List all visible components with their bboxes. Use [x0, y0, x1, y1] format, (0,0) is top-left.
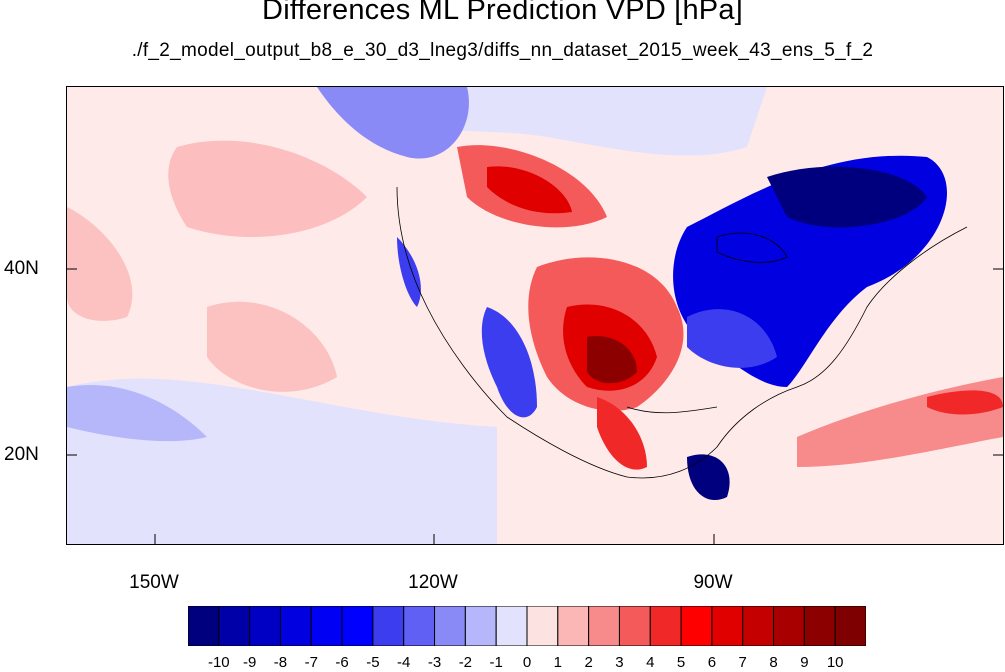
colorbar-swatch — [249, 606, 281, 646]
colorbar-swatch — [372, 606, 405, 646]
colorbar-tick-label: -10 — [207, 654, 230, 671]
colorbar-tick-label: 7 — [738, 654, 747, 671]
colorbar-swatch — [834, 606, 866, 646]
lon-label-150w: 150W — [129, 572, 179, 593]
chart-title: Differences ML Prediction VPD [hPa] — [262, 0, 743, 26]
colorbar-swatch — [403, 606, 436, 646]
canada-blue-north — [317, 87, 469, 159]
axis-ticks — [67, 268, 1003, 544]
colorbar-swatch — [618, 606, 651, 646]
southwest-blue — [481, 307, 537, 418]
gulf-coast — [626, 406, 718, 414]
texas-dark-red — [587, 336, 637, 384]
colorbar-tick-label: 10 — [826, 654, 844, 671]
pacific-pink-west — [67, 207, 133, 321]
colorbar-tick-label: -8 — [273, 654, 288, 671]
colorbar-swatch — [588, 606, 620, 646]
map-svg — [67, 87, 1003, 544]
eastern-us-mid-blue — [687, 309, 777, 368]
lon-label-90w: 90W — [693, 572, 733, 593]
california-blue — [397, 237, 421, 307]
colorbar-tick-label: 8 — [769, 654, 778, 671]
chart-subtitle: ./f_2_model_output_b8_e_30_d3_lneg3/diff… — [131, 40, 874, 61]
canada-red-core — [487, 166, 572, 214]
colorbar-swatch — [803, 606, 836, 646]
colorbar-swatch — [649, 606, 682, 646]
colorbar-swatch — [711, 606, 744, 646]
colorbar-swatch — [434, 606, 466, 646]
lon-label-120w: 120W — [408, 572, 458, 593]
eastern-us-dark-blue — [767, 166, 927, 228]
colorbar-tick-label: 4 — [646, 654, 655, 671]
pacific-pink-north — [168, 140, 367, 237]
colorbar-swatch — [218, 606, 251, 646]
colorbar-swatch — [680, 606, 713, 646]
colorbar-tick-label: 5 — [676, 654, 686, 671]
pacific-pink-mid — [207, 301, 337, 392]
pacific-blue-patch-south — [67, 385, 207, 442]
colorbar-swatch — [310, 606, 343, 646]
colorbar-swatch — [526, 606, 559, 646]
colorbar-tick-label: -3 — [427, 654, 442, 671]
atlantic-strong-red — [927, 390, 1003, 415]
colorbar-tick-label: -5 — [366, 654, 380, 671]
colorbar-tick-label: 6 — [707, 654, 717, 671]
colorbar-tick-label: 0 — [522, 654, 532, 671]
colorbar-tick-label: 3 — [615, 654, 624, 671]
colorbar-tick-label: -7 — [304, 654, 318, 671]
lat-label-40n: 40N — [4, 258, 39, 279]
colorbar-swatch — [742, 606, 775, 646]
central-america-dark-blue — [687, 454, 730, 501]
colorbar-swatch — [341, 606, 374, 646]
colorbar-tick-label: -4 — [397, 654, 411, 671]
colorbar-tick-label: 2 — [584, 654, 593, 671]
colorbar-tick-label: -6 — [335, 654, 349, 671]
colorbar-tick-label: -9 — [242, 654, 257, 671]
colorbar-swatch — [495, 606, 528, 646]
colorbar-tick-label: -1 — [489, 654, 503, 671]
colorbar-tick-label: 9 — [800, 654, 809, 671]
na-coastline — [396, 186, 968, 479]
colorbar-tick-label: -2 — [458, 654, 473, 671]
lat-label-20n: 20N — [4, 444, 39, 465]
map-panel — [66, 86, 1004, 545]
colorbar-swatch — [557, 606, 590, 646]
colorbar — [188, 606, 866, 646]
colorbar-swatch — [464, 606, 497, 646]
colorbar-swatch — [188, 606, 220, 646]
colorbar-swatch — [279, 606, 312, 646]
great-lakes-outline — [716, 232, 788, 263]
colorbar-swatch — [773, 606, 805, 646]
mexico-red — [597, 397, 647, 470]
colorbar-tick-label: 1 — [553, 654, 562, 671]
